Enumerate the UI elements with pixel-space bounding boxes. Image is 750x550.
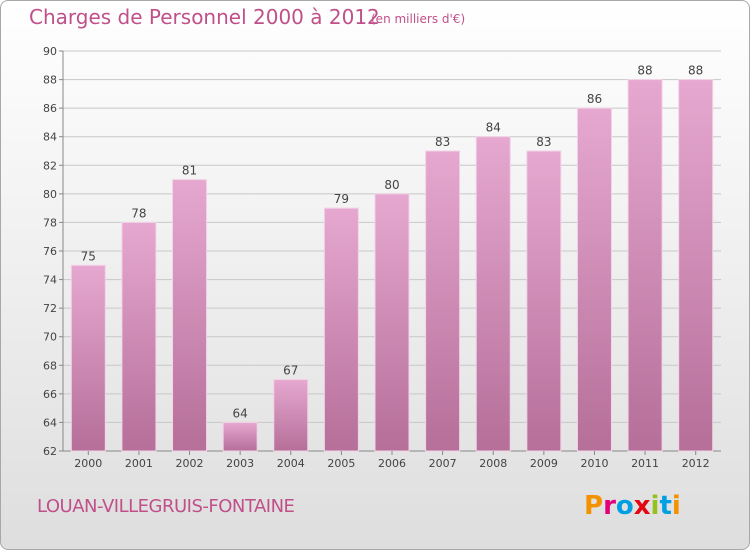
y-tick-label: 88 [43,74,57,87]
x-tick-label: 2007 [429,457,457,470]
chart-title: Charges de Personnel 2000 à 2012 [29,5,380,29]
bar [323,207,359,452]
logo-letter: r [603,491,616,521]
y-tick-label: 80 [43,188,57,201]
logo-letter: P [584,491,604,521]
y-tick-label: 90 [43,45,57,58]
logo-letter: i [671,491,681,521]
chart-unit-note: (en milliers d'€) [371,12,466,26]
x-tick-label: 2008 [479,457,507,470]
x-tick-label: 2001 [125,457,153,470]
logo-letter: x [633,491,651,521]
x-tick-label: 2005 [327,457,355,470]
y-tick-label: 72 [43,302,57,315]
y-tick-label: 62 [43,445,57,458]
x-tick-label: 2002 [176,457,204,470]
bar [678,79,714,452]
bar [576,107,612,452]
y-tick-label: 70 [43,331,57,344]
bar [222,421,258,452]
bar [374,193,410,452]
data-label: 67 [283,364,298,378]
y-tick-label: 76 [43,245,57,258]
bar [425,150,461,452]
x-tick-label: 2010 [580,457,608,470]
data-label: 80 [384,178,399,192]
data-label: 79 [334,192,349,206]
y-tick-label: 82 [43,159,57,172]
y-tick-label: 64 [43,416,57,429]
bar [526,150,562,452]
bar [70,264,106,452]
x-tick-label: 2012 [682,457,710,470]
y-tick-label: 78 [43,216,57,229]
y-tick-label: 74 [43,274,57,287]
bar [121,221,157,452]
x-tick-label: 2009 [530,457,558,470]
x-tick-label: 2006 [378,457,406,470]
y-tick-label: 68 [43,359,57,372]
proxiti-logo: Proxiti [584,491,681,521]
data-label: 88 [637,64,652,78]
y-tick-label: 66 [43,388,57,401]
commune-name: LOUAN-VILLEGRUIS-FONTAINE [37,496,295,517]
data-label: 75 [81,249,96,263]
data-label: 83 [435,135,450,149]
data-label: 83 [536,135,551,149]
logo-letter: i [650,491,660,521]
y-tick-label: 86 [43,102,57,115]
bar [627,79,663,452]
bar [475,136,511,452]
data-label: 88 [688,64,703,78]
bar [273,379,309,452]
x-tick-label: 2011 [631,457,659,470]
data-label: 81 [182,164,197,178]
data-label: 86 [587,92,602,106]
data-label: 78 [131,206,146,220]
logo-letter: t [659,491,672,521]
bar [172,179,208,452]
logo-letter: o [615,491,634,521]
x-tick-label: 2004 [277,457,305,470]
data-label: 64 [233,406,248,420]
x-tick-label: 2000 [74,457,102,470]
y-tick-label: 84 [43,131,57,144]
data-label: 84 [486,121,501,135]
x-tick-label: 2003 [226,457,254,470]
